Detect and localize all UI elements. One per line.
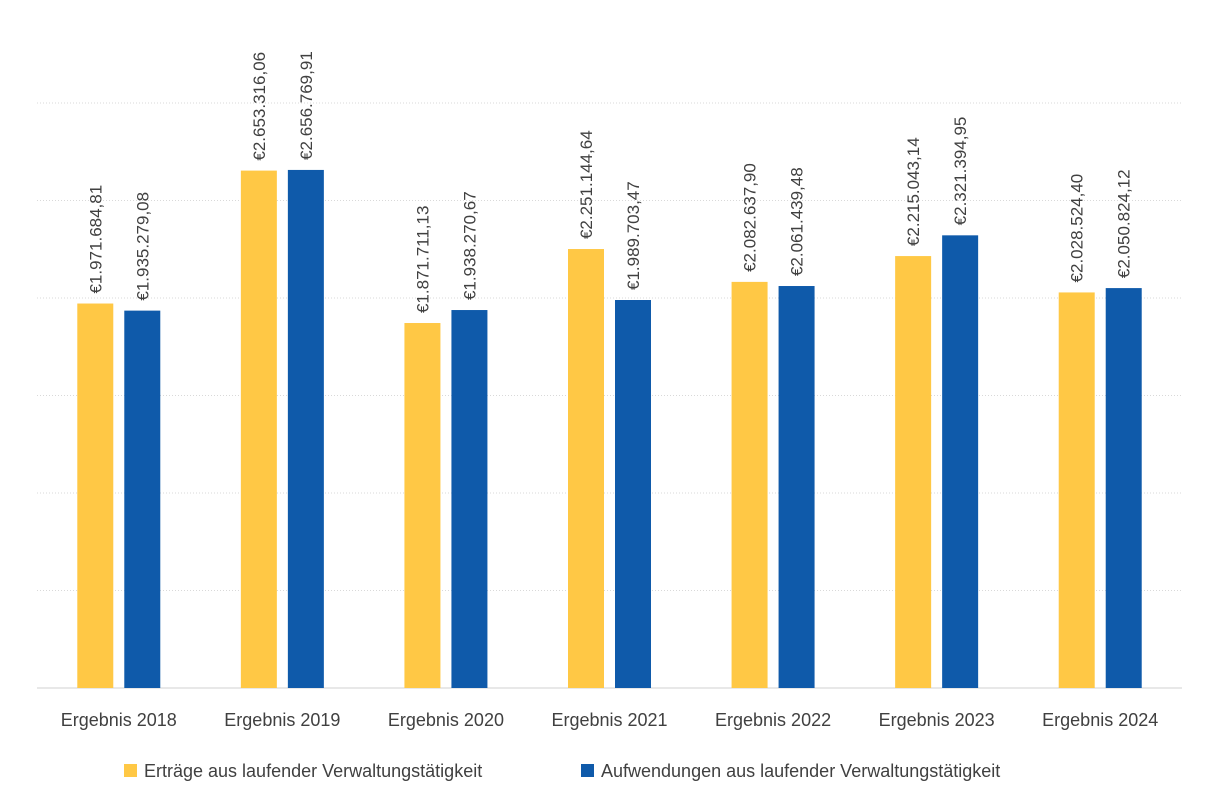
bar-ertraege-6	[895, 256, 932, 688]
data-labels: €1.971.684,81 €1.935.279,08 €2.653.316,06 €…	[86, 51, 1133, 313]
bar-aufwendungen-7	[1105, 288, 1142, 688]
data-label-ertraege-7: €2.028.524,40	[1068, 174, 1087, 283]
legend: Erträge aus laufender Verwaltungstätigke…	[124, 761, 1000, 781]
data-label-aufwendungen-2: €2.656.769,91	[297, 51, 316, 160]
bar-aufwendungen-4	[615, 300, 651, 688]
legend-swatch-aufwendungen	[581, 764, 594, 777]
x-tick-label: Ergebnis 2020	[388, 710, 504, 730]
bar-ertraege-3	[404, 323, 441, 688]
bar-aufwendungen-1	[124, 310, 161, 688]
x-tick-label: Ergebnis 2023	[879, 710, 995, 730]
data-label-ertraege-4: €2.251.144,64	[577, 130, 596, 239]
x-tick-label: Ergebnis 2022	[715, 710, 831, 730]
data-label-aufwendungen-1: €1.935.279,08	[133, 192, 152, 301]
bar-ertraege-2	[240, 170, 277, 688]
data-label-aufwendungen-3: €1.938.270,67	[460, 191, 479, 300]
bar-aufwendungen-6	[942, 235, 979, 688]
gridlines	[37, 102, 1182, 689]
data-label-aufwendungen-5: €2.061.439,48	[788, 167, 807, 276]
bar-ertraege-7	[1058, 292, 1095, 688]
x-tick-label: Ergebnis 2019	[224, 710, 340, 730]
x-tick-label: Ergebnis 2024	[1042, 710, 1158, 730]
bar-aufwendungen-3	[451, 310, 488, 688]
bar-ertraege-1	[77, 303, 114, 688]
data-label-ertraege-1: €1.971.684,81	[86, 185, 105, 294]
data-label-ertraege-3: €1.871.711,13	[413, 206, 432, 313]
data-label-ertraege-6: €2.215.043,14	[904, 137, 923, 246]
x-axis-tick-labels: Ergebnis 2018 Ergebnis 2019 Ergebnis 2020 E…	[61, 710, 1159, 730]
bar-ertraege-4	[568, 249, 604, 688]
bar-aufwendungen-2	[287, 169, 324, 688]
data-label-aufwendungen-7: €2.050.824,12	[1115, 169, 1134, 278]
legend-label-ertraege: Erträge aus laufender Verwaltungstätigke…	[144, 761, 482, 781]
data-label-aufwendungen-6: €2.321.394,95	[951, 117, 970, 226]
data-label-ertraege-5: €2.082.637,90	[741, 163, 760, 272]
bar-ertraege-5	[731, 281, 768, 688]
legend-swatch-ertraege	[124, 764, 137, 777]
x-tick-label: Ergebnis 2021	[551, 710, 667, 730]
bars	[77, 169, 1142, 688]
data-label-aufwendungen-4: €1.989.703,47	[624, 181, 643, 290]
legend-label-aufwendungen: Aufwendungen aus laufender Verwaltungstä…	[601, 761, 1000, 781]
x-tick-label: Ergebnis 2018	[61, 710, 177, 730]
data-label-ertraege-2: €2.653.316,06	[250, 52, 269, 161]
bar-aufwendungen-5	[778, 286, 815, 688]
